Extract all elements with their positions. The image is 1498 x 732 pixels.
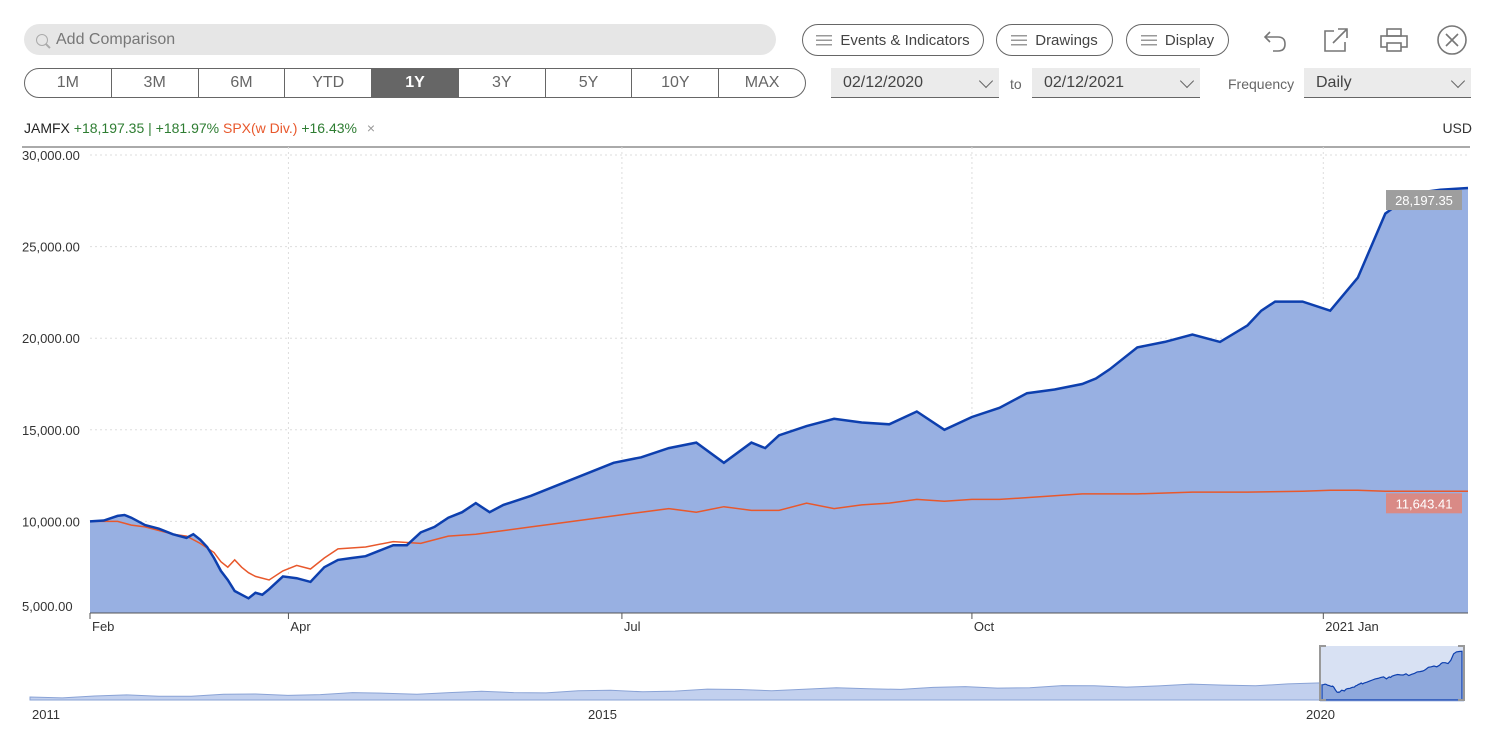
x-tick-label: 2021 Jan [1325,619,1379,634]
navigator-label-2015: 2015 [588,707,617,722]
fund-series-line [89,186,1469,600]
x-tick-label: Jul [624,619,641,634]
display-button[interactable]: Display [1126,24,1229,56]
range-3m[interactable]: 3M [112,69,199,97]
last-value-labels: 28,197.35 11,643.41 [1386,190,1462,514]
y-axis: 5,000.00 10,000.00 15,000.00 20,000.00 25,00… [22,148,80,614]
y-tick-label: 15,000.00 [22,423,80,438]
start-date-value: 02/12/2020 [843,73,924,91]
print-icon[interactable] [1378,24,1410,56]
benchmark-series-line [90,489,1468,581]
end-date-value: 02/12/2021 [1044,73,1125,91]
menu-icon [816,34,833,46]
navigator-handles[interactable] [1319,645,1465,701]
y-tick-label: 30,000.00 [22,148,80,163]
add-comparison-search[interactable] [24,24,776,55]
navigator-window-series [1321,650,1463,701]
menu-icon [1011,34,1028,46]
remove-comparison-icon[interactable]: × [366,120,376,136]
fund-last-value: 28,197.35 [1395,193,1453,208]
chart-legend: JAMFX +18,197.35 | +181.97% SPX(w Div.) … [24,120,375,136]
range-3y[interactable]: 3Y [459,69,546,97]
frequency-value: Daily [1316,73,1352,91]
close-icon[interactable] [1436,24,1468,56]
display-label: Display [1164,31,1215,49]
x-tick-label: Oct [974,619,995,634]
drawings-label: Drawings [1035,31,1098,49]
end-date-select[interactable]: 02/12/2021 [1032,68,1200,98]
search-icon [36,33,48,46]
undo-icon[interactable] [1260,24,1292,56]
currency-label: USD [1442,120,1472,136]
range-max[interactable]: MAX [744,74,780,91]
x-tick-label: Apr [290,619,311,634]
range-ytd[interactable]: YTD [285,69,373,97]
bench-last-value: 11,643.41 [1396,496,1453,511]
events-indicators-button[interactable]: Events & Indicators [802,24,984,56]
bench-last-value-box [1386,493,1462,514]
navigator-label-2011: 2011 [32,707,60,722]
legend-bench-name: SPX(w Div.) [223,120,298,136]
events-indicators-label: Events & Indicators [840,31,970,49]
range-1y[interactable]: 1Y [372,69,459,97]
navigator-label-2020: 2020 [1306,707,1335,722]
frequency-select[interactable]: Daily [1304,68,1471,98]
navigator-area [29,682,1321,701]
range-5y[interactable]: 5Y [546,69,633,97]
drawings-button[interactable]: Drawings [996,24,1113,56]
y-tick-label: 20,000.00 [22,331,80,346]
menu-icon [1140,34,1157,46]
fund-last-value-box [1386,190,1462,211]
legend-fund-change: +18,197.35 | +181.97% [73,120,220,136]
share-icon[interactable] [1320,24,1352,56]
legend-fund-name: JAMFX [24,120,70,136]
x-tick-label: Feb [92,619,114,634]
y-tick-label: 5,000.00 [22,599,73,614]
x-axis: Feb Apr Jul Oct 2021 Jan [89,613,1379,634]
range-selector: 1M 3M 6M YTD 1Y 3Y 5Y 10Y MAX [24,68,806,98]
y-tick-label: 10,000.00 [22,514,80,529]
frequency-label: Frequency [1228,76,1295,92]
toolbar: Events & Indicators Drawings Display 1M … [0,0,1498,110]
y-tick-label: 25,000.00 [22,240,80,255]
to-label: to [1010,76,1022,92]
range-1m[interactable]: 1M [25,69,112,97]
fund-area [90,188,1468,613]
search-input[interactable] [54,29,658,50]
start-date-select[interactable]: 02/12/2020 [831,68,999,98]
range-10y[interactable]: 10Y [632,69,720,97]
range-6m[interactable]: 6M [199,69,286,97]
legend-bench-change: +16.43% [301,120,357,136]
navigator[interactable]: 2011 2015 2020 [29,645,1465,722]
